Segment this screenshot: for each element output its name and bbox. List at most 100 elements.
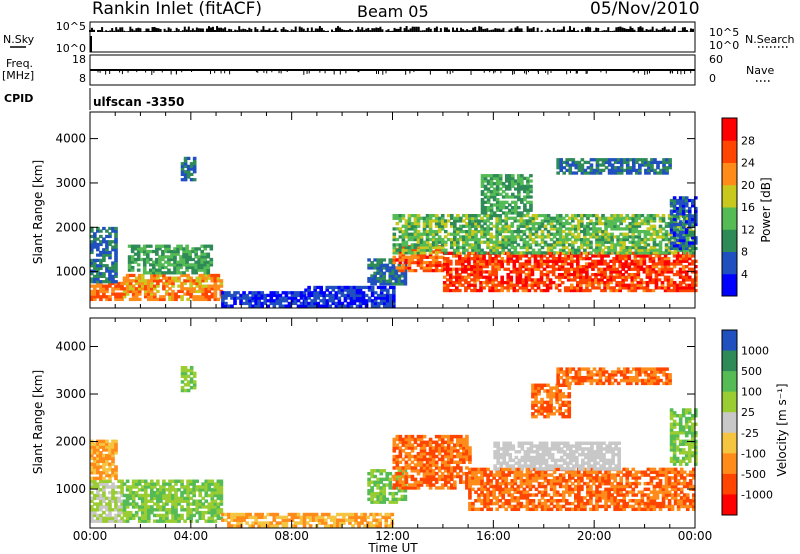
heatmap-cell: [533, 280, 538, 285]
heatmap-cell: [93, 234, 97, 239]
heatmap-cell: [678, 220, 683, 224]
heatmap-cell: [464, 278, 468, 282]
heatmap-cell: [489, 221, 493, 226]
heatmap-cell: [437, 216, 442, 220]
heatmap-cell: [416, 232, 421, 236]
heatmap-cell: [654, 262, 659, 266]
heatmap-cell: [111, 264, 115, 268]
heatmap-cell: [111, 456, 115, 461]
heatmap-cell: [93, 277, 97, 281]
heatmap-cell: [504, 219, 509, 223]
heatmap-cell: [145, 244, 150, 248]
heatmap-cell: [492, 182, 497, 186]
heatmap-cell: [334, 304, 339, 308]
heatmap-cell: [595, 227, 599, 231]
heatmap-cell: [616, 235, 620, 239]
heatmap-cell: [111, 470, 115, 475]
heatmap-cell: [143, 519, 148, 523]
heatmap-cell: [513, 216, 518, 220]
heatmap-cell: [186, 485, 190, 489]
heatmap-cell: [525, 221, 530, 226]
heatmap-cell: [343, 296, 348, 300]
heatmap-cell: [462, 219, 466, 223]
heatmap-cell: [615, 270, 619, 274]
heatmap-cell: [233, 296, 237, 300]
heatmap-cell: [159, 519, 163, 523]
heatmap-cell: [501, 211, 506, 215]
heatmap-cell: [349, 291, 354, 295]
heatmap-cell: [331, 299, 336, 303]
heatmap-cell: [579, 270, 583, 274]
heatmap-cell: [586, 227, 590, 231]
heatmap-cell: [102, 442, 106, 446]
heatmap-cell: [251, 293, 255, 298]
heatmap-cell: [622, 219, 627, 223]
heatmap-cell: [558, 219, 563, 223]
heatmap-cell: [266, 524, 271, 528]
heatmap-cell: [648, 254, 653, 258]
heatmap-cell: [425, 213, 430, 218]
heatmap-cell: [96, 277, 100, 281]
heatmap-cell: [516, 229, 521, 234]
heatmap-cell: [195, 510, 199, 515]
heatmap-cell: [278, 296, 283, 300]
heatmap-cell: [586, 232, 590, 236]
heatmap-cell: [506, 259, 511, 263]
heatmap-cell: [494, 259, 498, 263]
heatmap-cell: [331, 288, 336, 292]
heatmap-cell: [146, 485, 151, 489]
heatmap-cell: [672, 280, 677, 285]
heatmap-cell: [473, 251, 477, 255]
heatmap-cell: [607, 232, 611, 236]
heatmap-cell: [579, 288, 583, 293]
heatmap-cell: [650, 163, 654, 167]
heatmap-cell: [586, 224, 590, 228]
heatmap-cell: [96, 292, 100, 296]
heatmap-cell: [93, 274, 97, 279]
heatmap-cell: [453, 219, 457, 223]
heatmap-cell: [108, 445, 112, 449]
heatmap-cell: [601, 235, 605, 239]
heatmap-cell: [99, 253, 103, 257]
heatmap-cell: [492, 245, 496, 250]
heatmap-cell: [440, 240, 445, 244]
heatmap-cell: [373, 258, 377, 262]
heatmap-cell: [464, 254, 468, 258]
heatmap-cell: [180, 172, 185, 177]
heatmap-cell: [485, 259, 489, 263]
heatmap-cell: [665, 168, 669, 173]
heatmap-cell: [566, 251, 571, 255]
heatmap-cell: [379, 282, 384, 286]
heatmap-cell: [558, 227, 563, 231]
heatmap-cell: [681, 214, 686, 219]
heatmap-cell: [105, 456, 109, 461]
heatmap-cell: [407, 266, 412, 270]
heatmap-cell: [392, 243, 397, 247]
heatmap-cell: [180, 493, 184, 498]
heatmap-cell: [485, 283, 489, 287]
heatmap-cell: [555, 213, 560, 218]
heatmap-cell: [108, 508, 112, 512]
heatmap-cell: [336, 524, 340, 528]
heatmap-cell: [646, 229, 651, 234]
heatmap-cell: [186, 380, 191, 384]
heatmap-cell: [168, 279, 172, 283]
heatmap-cell: [625, 160, 630, 165]
heatmap-cell: [186, 488, 190, 492]
heatmap-cell: [159, 496, 163, 501]
heatmap-cell: [615, 257, 619, 261]
heatmap-cell: [221, 299, 225, 303]
heatmap-cell: [483, 176, 488, 181]
heatmap-cell: [275, 515, 280, 520]
heatmap-cell: [180, 167, 185, 171]
heatmap-cell: [491, 257, 495, 261]
heatmap-cell: [361, 296, 366, 300]
heatmap-cell: [619, 168, 624, 173]
heatmap-cell: [684, 275, 689, 279]
heatmap-cell: [477, 224, 481, 228]
heatmap-cell: [657, 257, 662, 261]
heatmap-cell: [570, 232, 575, 236]
heatmap-cell: [498, 182, 503, 186]
heatmap-cell: [210, 295, 215, 299]
